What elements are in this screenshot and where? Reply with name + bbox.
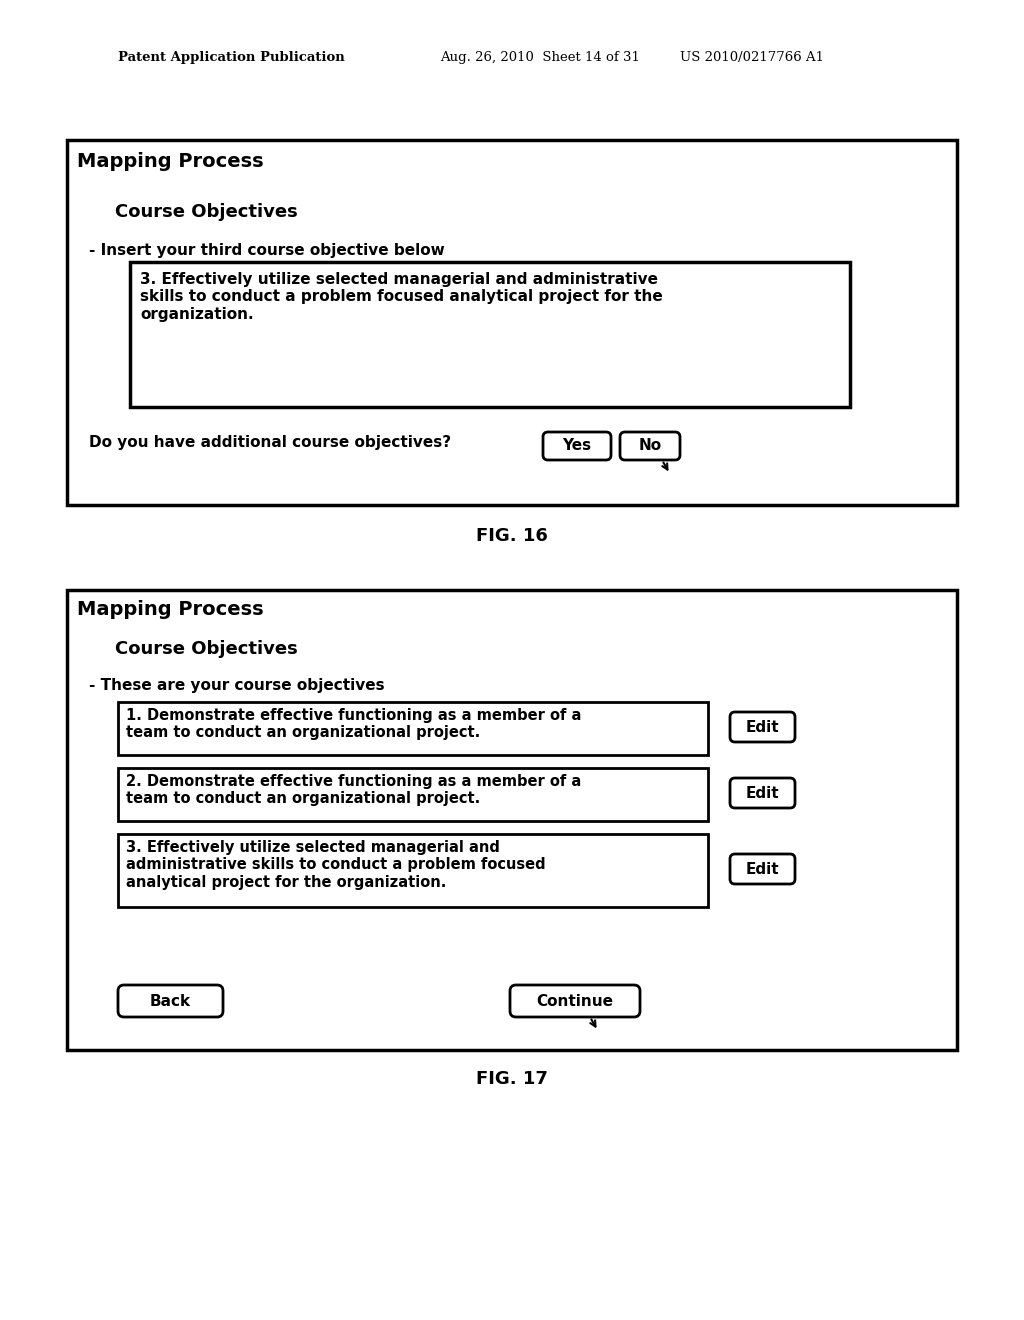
Text: FIG. 16: FIG. 16: [476, 527, 548, 545]
Text: Course Objectives: Course Objectives: [115, 640, 298, 657]
Text: Course Objectives: Course Objectives: [115, 203, 298, 220]
Text: US 2010/0217766 A1: US 2010/0217766 A1: [680, 51, 824, 65]
Text: Mapping Process: Mapping Process: [77, 601, 263, 619]
Bar: [67, 140, 957, 506]
Bar: [67, 590, 957, 1049]
FancyBboxPatch shape: [543, 432, 611, 459]
FancyBboxPatch shape: [730, 777, 795, 808]
FancyBboxPatch shape: [118, 985, 223, 1016]
Text: Yes: Yes: [562, 438, 592, 454]
FancyBboxPatch shape: [730, 711, 795, 742]
Bar: [130, 261, 850, 407]
Text: 3. Effectively utilize selected managerial and administrative
skills to conduct : 3. Effectively utilize selected manageri…: [140, 272, 663, 322]
Bar: [118, 768, 708, 821]
FancyBboxPatch shape: [510, 985, 640, 1016]
Bar: [118, 702, 708, 755]
Text: Back: Back: [150, 994, 190, 1008]
Text: 2. Demonstrate effective functioning as a member of a
team to conduct an organiz: 2. Demonstrate effective functioning as …: [126, 774, 582, 807]
Text: Patent Application Publication: Patent Application Publication: [118, 51, 345, 65]
Text: - Insert your third course objective below: - Insert your third course objective bel…: [89, 243, 444, 257]
Text: 3. Effectively utilize selected managerial and
administrative skills to conduct : 3. Effectively utilize selected manageri…: [126, 840, 546, 890]
Text: Edit: Edit: [745, 719, 779, 734]
Text: Continue: Continue: [537, 994, 613, 1008]
Text: Edit: Edit: [745, 785, 779, 800]
Text: Mapping Process: Mapping Process: [77, 152, 263, 172]
Text: 1. Demonstrate effective functioning as a member of a
team to conduct an organiz: 1. Demonstrate effective functioning as …: [126, 708, 582, 741]
FancyBboxPatch shape: [620, 432, 680, 459]
Text: Do you have additional course objectives?: Do you have additional course objectives…: [89, 436, 452, 450]
Bar: [118, 834, 708, 907]
Text: FIG. 17: FIG. 17: [476, 1071, 548, 1088]
Text: - These are your course objectives: - These are your course objectives: [89, 678, 385, 693]
Text: No: No: [638, 438, 662, 454]
Text: Aug. 26, 2010  Sheet 14 of 31: Aug. 26, 2010 Sheet 14 of 31: [440, 51, 640, 65]
FancyBboxPatch shape: [730, 854, 795, 884]
Text: Edit: Edit: [745, 862, 779, 876]
